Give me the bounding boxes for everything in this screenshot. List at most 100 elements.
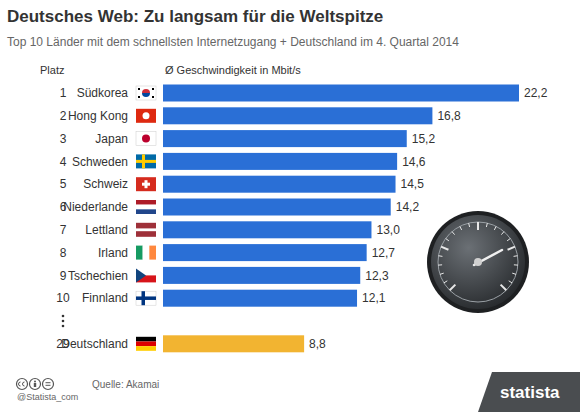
license-icons	[17, 379, 54, 390]
category-label: Lettland	[85, 223, 128, 237]
flag-part	[136, 109, 156, 123]
chart: Deutsches Web: Zu langsam für die Weltsp…	[0, 0, 580, 412]
license-icon	[43, 379, 54, 390]
flag-icon	[136, 291, 156, 305]
flag-part	[142, 135, 150, 143]
data-label: 12,7	[372, 246, 396, 260]
flag-part	[152, 88, 154, 90]
flag-icon	[136, 268, 156, 282]
value-header: Ø Geschwindigkeit in Mbit/s	[165, 64, 301, 76]
bar	[163, 290, 357, 307]
rank: 10	[56, 291, 70, 305]
flag-part	[136, 337, 156, 342]
flag-part	[136, 154, 156, 168]
flag-part	[142, 183, 150, 186]
flag-part	[136, 296, 156, 300]
data-label: 15,2	[412, 132, 436, 146]
gap-dot	[62, 315, 65, 318]
license-icon-part	[19, 382, 25, 386]
rank-header: Platz	[40, 64, 64, 76]
bar	[163, 176, 396, 193]
category-label: Finnland	[82, 291, 128, 305]
gap-dots	[62, 315, 65, 328]
data-labels: 22,216,815,214,614,514,213,012,712,312,1…	[309, 86, 548, 351]
rank: 5	[60, 177, 67, 191]
flag-icon	[136, 132, 156, 146]
logo: statista	[500, 383, 560, 402]
flag-part	[136, 86, 156, 100]
flag-part	[136, 346, 156, 351]
license-icon-part	[46, 382, 51, 383]
flag-icon	[136, 86, 156, 100]
flag-icon	[136, 246, 156, 260]
category-label: Japan	[95, 132, 128, 146]
flag-part	[136, 209, 156, 214]
rank: 2	[60, 109, 67, 123]
category-label: Schweden	[72, 155, 128, 169]
flag-icon	[136, 223, 156, 237]
data-label: 22,2	[524, 86, 548, 100]
flag-part	[136, 341, 156, 346]
flag-part	[136, 200, 156, 205]
data-label: 14,2	[396, 200, 420, 214]
license-icon-part	[30, 379, 41, 390]
flag-icon	[136, 109, 156, 123]
bar	[163, 267, 360, 284]
bar	[163, 85, 519, 102]
license-icon-part	[43, 379, 54, 390]
flag-icon	[136, 337, 156, 351]
bar	[163, 130, 407, 147]
bar	[163, 199, 391, 216]
flag-part	[136, 268, 146, 282]
category-label: Niederlande	[63, 200, 128, 214]
bar	[163, 153, 397, 170]
flag-icon	[136, 200, 156, 214]
category-label: Tschechien	[68, 269, 128, 283]
rank: 3	[60, 132, 67, 146]
credit: @Statista_com	[17, 392, 78, 402]
bar	[163, 244, 367, 261]
flag-part	[142, 93, 150, 97]
license-icon	[30, 379, 41, 390]
flag-part	[136, 228, 156, 231]
flag-part	[143, 112, 150, 119]
subtitle: Top 10 Länder mit dem schnellsten Intern…	[7, 35, 459, 49]
flag-part	[136, 246, 143, 260]
category-label: Deutschland	[61, 337, 128, 351]
license-icon	[17, 379, 28, 390]
category-label: Südkorea	[77, 86, 129, 100]
data-label: 16,8	[437, 109, 461, 123]
flag-part	[136, 205, 156, 210]
row-labels: 1234567891029SüdkoreaHong KongJapanSchwe…	[56, 86, 128, 351]
flag-part	[136, 223, 156, 237]
flag-part	[152, 96, 154, 98]
flag-part	[136, 132, 156, 146]
rank: 9	[60, 269, 67, 283]
license-icon-part	[46, 385, 51, 386]
license-icon-part	[34, 381, 36, 383]
data-label: 13,0	[376, 223, 400, 237]
bar	[163, 221, 371, 238]
flag-part	[136, 291, 156, 305]
flag-icon	[136, 177, 156, 191]
flag-part	[142, 89, 150, 93]
data-label: 8,8	[309, 337, 326, 351]
category-label: Schweiz	[83, 177, 128, 191]
bar	[163, 107, 432, 124]
flag-part	[136, 177, 156, 191]
rank: 7	[60, 223, 67, 237]
gap-dot	[62, 320, 65, 323]
flag-part	[136, 160, 156, 163]
rank: 1	[60, 86, 67, 100]
data-label: 12,3	[365, 269, 389, 283]
flag-part	[149, 246, 156, 260]
license-icon-part	[17, 379, 28, 390]
gap-dot	[62, 325, 65, 328]
data-label: 14,5	[401, 177, 425, 191]
category-label: Irland	[98, 246, 128, 260]
flag-part	[138, 96, 140, 98]
flag-part	[143, 246, 150, 260]
flag-icon	[136, 154, 156, 168]
bar	[163, 335, 304, 352]
rank: 4	[60, 155, 67, 169]
